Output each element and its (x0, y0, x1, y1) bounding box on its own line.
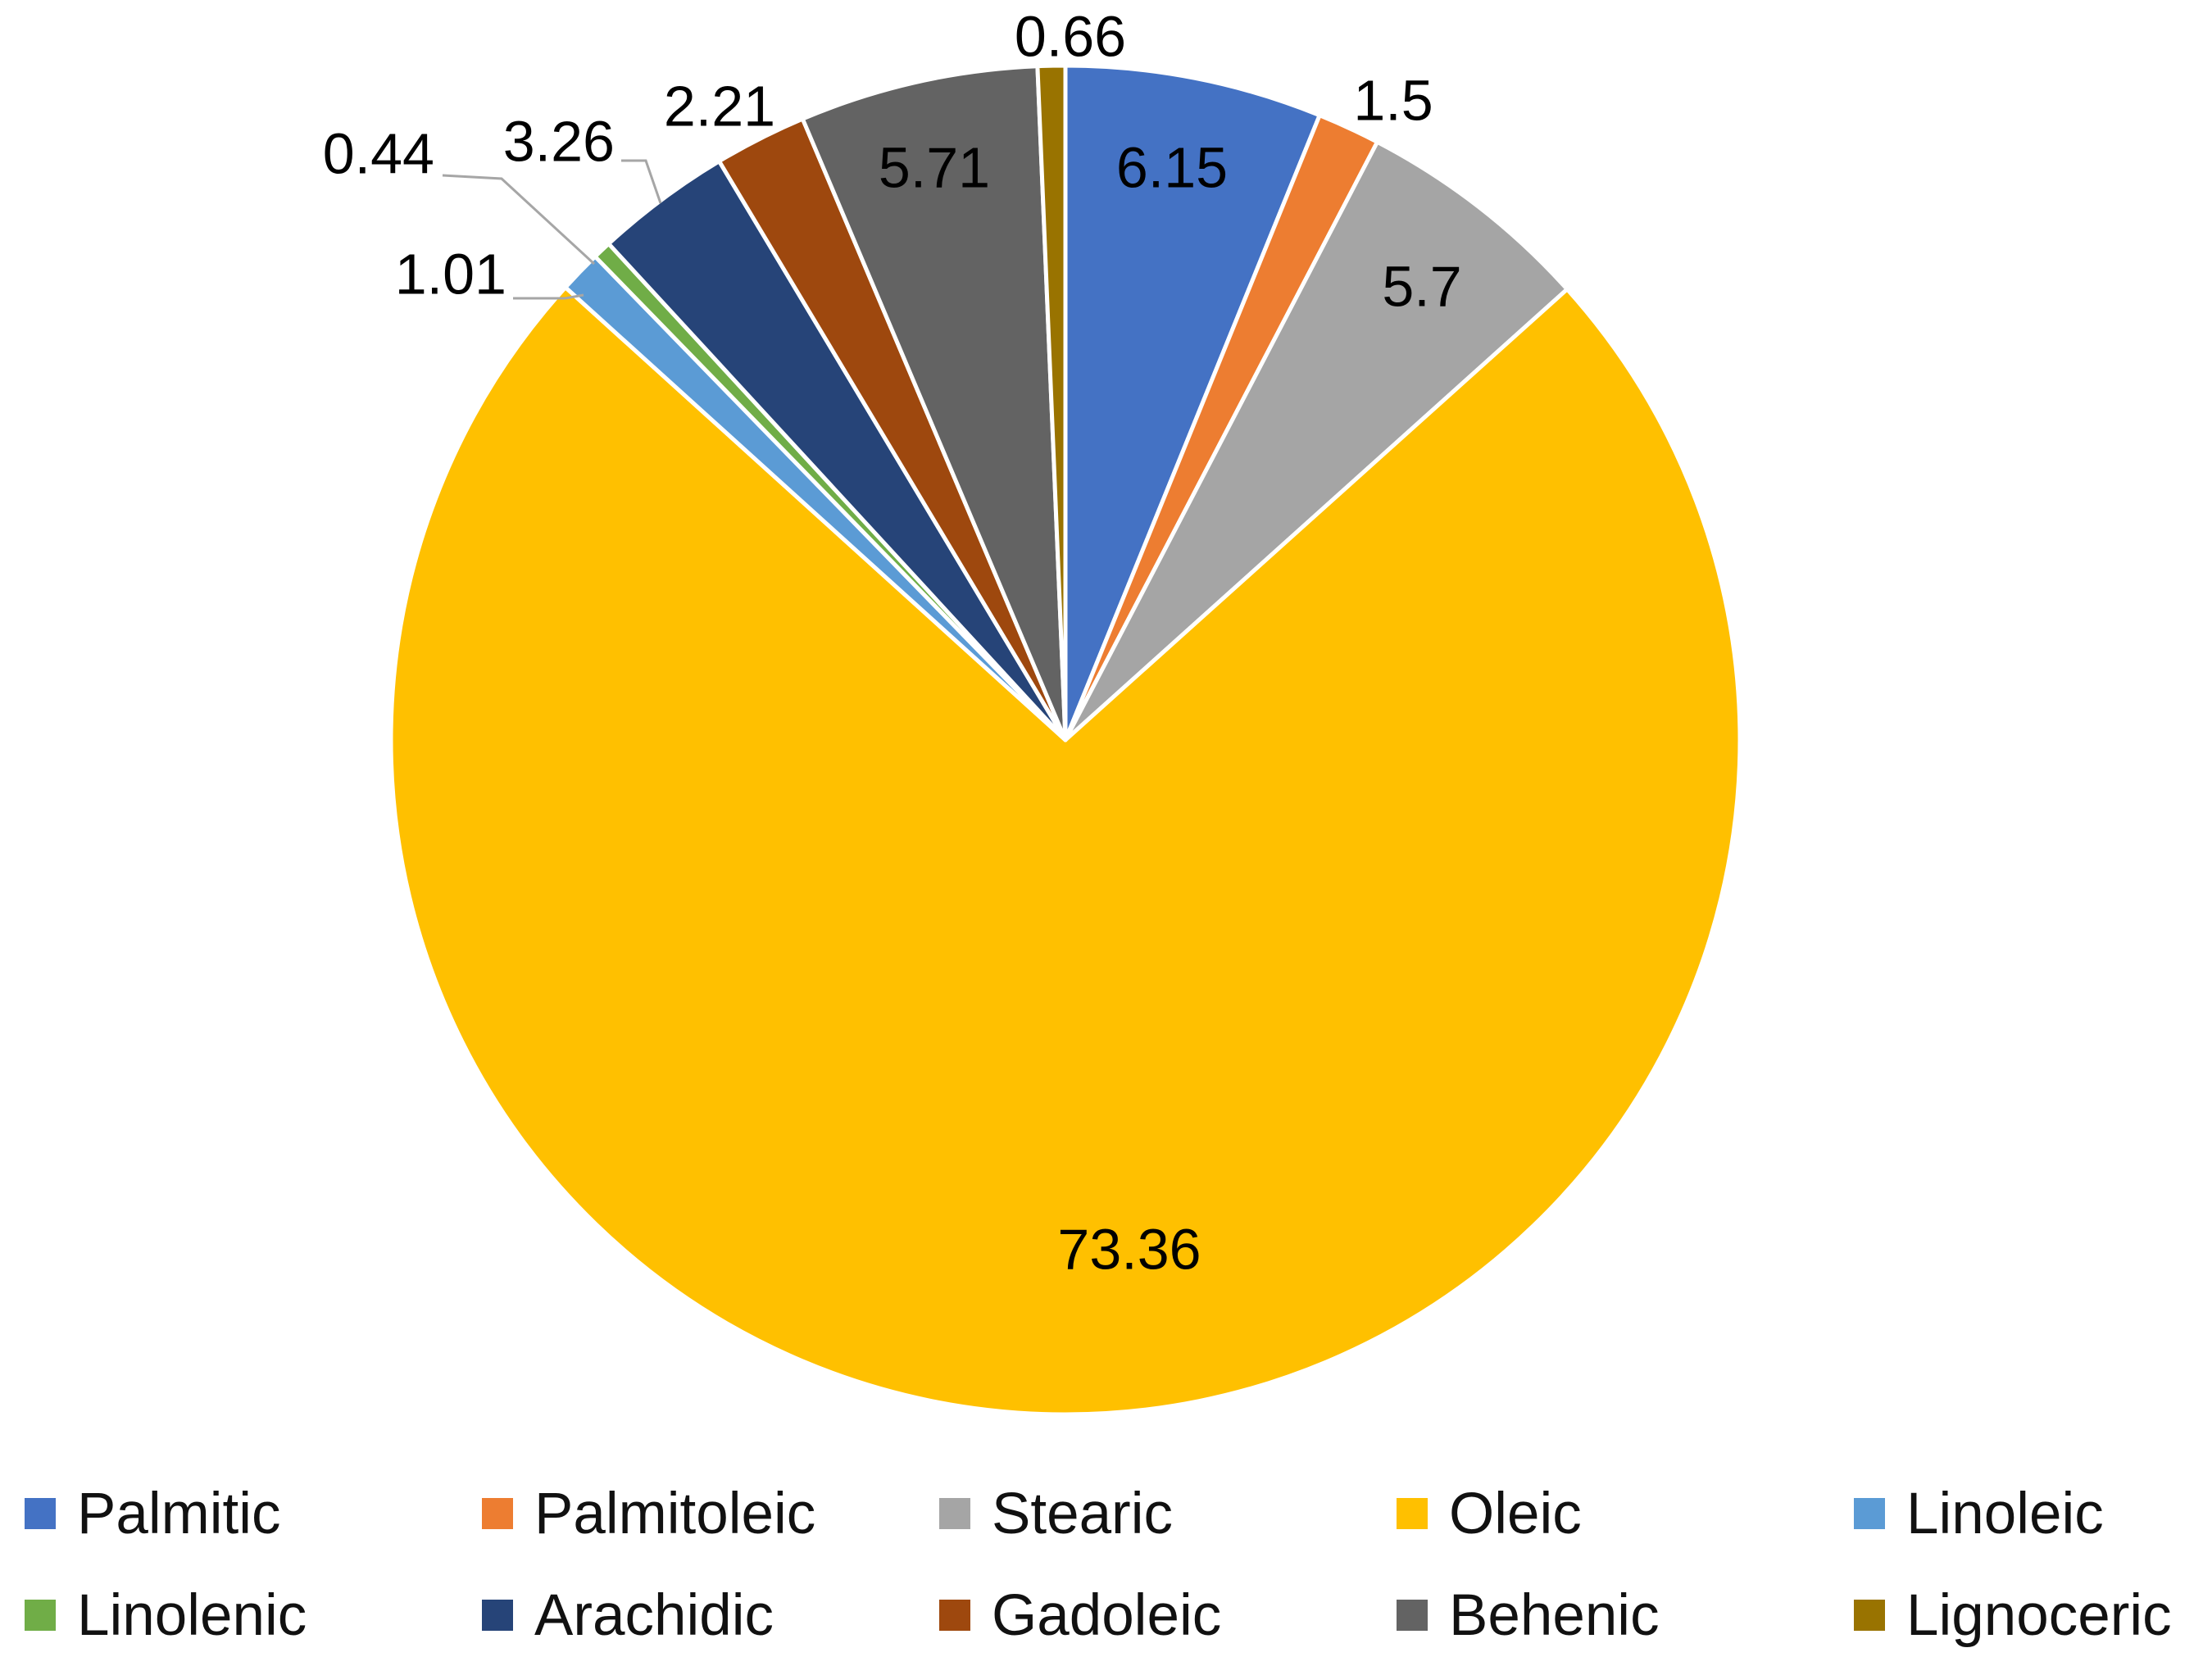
legend-label: Stearic (992, 1481, 1173, 1546)
pie-slice-stearic (1063, 139, 1569, 742)
legend-swatch (25, 1600, 56, 1631)
pie-slice-oleic (388, 285, 1742, 1417)
data-labels: 6.15 1.5 5.7 73.36 1.01 0.44 3.26 2.21 5.71 0.66 (323, 4, 1462, 1281)
legend-label: Gadoleic (992, 1582, 1222, 1648)
data-label-gadoleic: 2.21 (664, 74, 775, 138)
legend-label: Behenic (1449, 1582, 1660, 1648)
data-label-palmitoleic: 1.5 (1353, 68, 1433, 132)
legend-label: Palmitic (77, 1481, 281, 1546)
data-label-lignoceric: 0.66 (1015, 4, 1126, 68)
data-label-palmitic: 6.15 (1116, 135, 1228, 199)
legend-label: Linoleic (1906, 1481, 2104, 1546)
pie-slices (388, 63, 1742, 1417)
data-label-stearic: 5.7 (1382, 254, 1461, 318)
legend-item-lignoceric: Lignoceric (1854, 1564, 2212, 1666)
legend-item-palmitoleic: Palmitoleic (482, 1463, 939, 1564)
legend-swatch (939, 1600, 970, 1631)
legend-item-oleic: Oleic (1397, 1463, 1854, 1564)
legend-label: Oleic (1449, 1481, 1582, 1546)
legend-label: Palmitoleic (534, 1481, 816, 1546)
pie-slice-lignoceric (1035, 63, 1068, 742)
legend-label: Lignoceric (1906, 1582, 2172, 1648)
legend-swatch (1397, 1600, 1428, 1631)
legend-swatch (25, 1498, 56, 1529)
legend-item-linolenic: Linolenic (25, 1564, 482, 1666)
pie-slice-behenic (800, 64, 1068, 742)
legend-label: Linolenic (77, 1582, 307, 1648)
legend-item-palmitic: Palmitic (25, 1463, 482, 1564)
legend-item-arachidic: Arachidic (482, 1564, 939, 1666)
legend-swatch (482, 1600, 513, 1631)
pie-slice-palmitic (1063, 63, 1322, 742)
leader-lines (442, 159, 662, 300)
legend-swatch (482, 1498, 513, 1529)
data-label-linolenic: 0.44 (323, 121, 434, 185)
legend-item-linoleic: Linoleic (1854, 1463, 2212, 1564)
data-label-arachidic: 3.26 (503, 109, 615, 173)
legend-item-stearic: Stearic (939, 1463, 1397, 1564)
legend-swatch (1854, 1600, 1885, 1631)
data-label-oleic: 73.36 (1057, 1217, 1201, 1281)
legend: Palmitic Palmitoleic Stearic Oleic Linol… (25, 1463, 2205, 1657)
leader-line-linolenic (442, 174, 596, 266)
legend-swatch (1397, 1498, 1428, 1529)
data-label-behenic: 5.71 (879, 135, 990, 199)
data-label-linoleic: 1.01 (395, 242, 506, 306)
legend-label: Arachidic (534, 1582, 774, 1648)
legend-item-behenic: Behenic (1397, 1564, 1854, 1666)
legend-swatch (1854, 1498, 1885, 1529)
leader-line-arachidic (621, 159, 662, 204)
legend-swatch (939, 1498, 970, 1529)
leader-line-linoleic (513, 293, 584, 300)
legend-item-gadoleic: Gadoleic (939, 1564, 1397, 1666)
